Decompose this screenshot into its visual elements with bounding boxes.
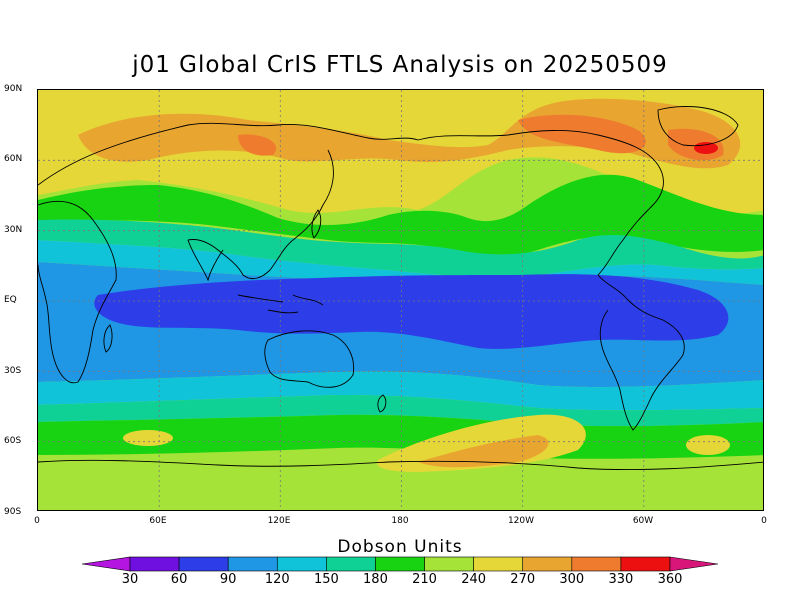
colorbar-swatch	[129, 556, 180, 572]
colorbar-tick-label: 300	[559, 572, 585, 587]
colorbar-swatch	[178, 556, 229, 572]
band-60-90-tropics	[94, 274, 729, 349]
map-title: j01 Global CrIS FTLS Analysis on 2025050…	[132, 52, 668, 78]
band-270-300-south-b	[123, 430, 173, 446]
band-120-150-north	[38, 240, 763, 285]
lon-label-60w: 60W	[632, 516, 654, 526]
lat-label-eq: EQ	[4, 295, 17, 305]
colorbar-tick-label: 210	[412, 572, 437, 587]
ozone-map	[37, 89, 764, 511]
coastlines	[38, 106, 763, 471]
lon-label-120w: 120W	[507, 516, 535, 526]
lat-label-90n: 90N	[4, 84, 23, 94]
colorbar-swatch	[522, 556, 573, 572]
lon-label-0-right: 0	[761, 516, 767, 526]
lon-label-60e: 60E	[149, 516, 167, 526]
ozone-field	[38, 90, 763, 510]
lat-label-30s: 30S	[4, 366, 22, 376]
colorbar-swatch	[227, 556, 278, 572]
lon-label-0-left: 0	[34, 516, 40, 526]
colorbar-swatch	[424, 556, 474, 572]
graticule	[38, 90, 763, 510]
colorbar-tick-label: 150	[313, 572, 339, 587]
lat-label-60n: 60N	[4, 154, 23, 164]
lat-label-90s: 90S	[4, 507, 22, 517]
colorbar-tick-label: 60	[170, 572, 188, 587]
band-270-300-south-c	[686, 435, 730, 455]
band-330-360-north-a	[518, 114, 646, 154]
band-max-patch	[694, 142, 718, 154]
colorbar-tick-label: 120	[264, 572, 290, 587]
colorbar-tick-label: 240	[461, 572, 487, 587]
colorbar-max-arrow	[669, 556, 719, 572]
band-270-300-south-a	[377, 414, 586, 472]
colorbar-min-arrow	[81, 556, 131, 572]
band-330-360-north-c	[238, 134, 277, 156]
colorbar	[81, 556, 719, 572]
band-150-180-south	[38, 395, 763, 427]
colorbar-swatch	[571, 556, 622, 572]
lat-label-60s: 60S	[4, 436, 22, 446]
band-180-210-north	[38, 174, 763, 256]
lat-label-30n: 30N	[4, 225, 23, 235]
colorbar-tick-label: 330	[608, 572, 634, 587]
band-300-330-south	[418, 435, 549, 468]
band-120-150-south	[38, 371, 763, 411]
colorbar-tick-label: 90	[219, 572, 237, 587]
colorbar-swatch	[276, 556, 327, 572]
colorbar-units-label: Dobson Units	[337, 537, 463, 557]
band-150-180-north	[38, 219, 763, 278]
colorbar-swatch	[473, 556, 524, 572]
colorbar-tick-label: 30	[121, 572, 139, 587]
lon-label-180: 180	[391, 516, 409, 526]
colorbar-tick-label: 270	[510, 572, 536, 587]
colorbar-swatch	[375, 556, 425, 572]
colorbar-tick-label: 360	[657, 572, 683, 587]
colorbar-swatch	[620, 556, 671, 572]
colorbar-swatch	[326, 556, 376, 572]
colorbar-tick-label: 180	[363, 572, 388, 587]
lon-label-120e: 120E	[267, 516, 291, 526]
